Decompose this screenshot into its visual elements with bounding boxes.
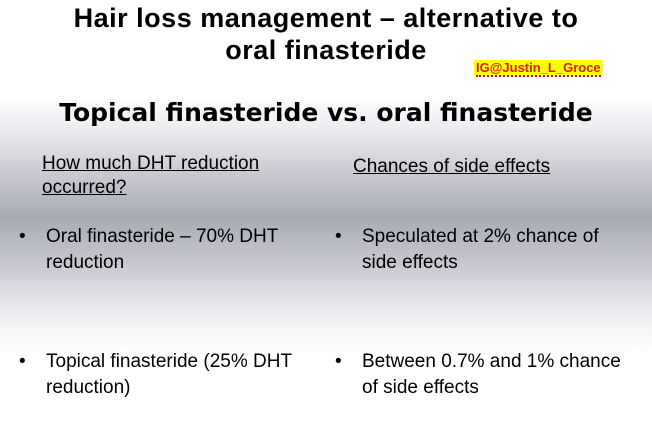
left-column-header: How much DHT reduction occurred? [42,153,260,198]
bullet-item-oral-dht: • Oral finasteride – 70% DHT reduction [19,224,306,276]
bullet-item-topical-dht: • Topical finasteride (25% DHT reduction… [19,349,306,401]
title-line-2: oral finasteride [225,35,427,65]
slide-title: Hair loss management – alternative to or… [0,2,652,66]
bullet-dot-icon: • [19,226,26,247]
slide-subtitle: Topical finasteride vs. oral finasteride [59,98,593,127]
bullet-dot-icon: • [335,226,342,247]
bullet-dot-icon: • [19,351,26,372]
bullet-text: Speculated at 2% chance of side effects [362,226,599,273]
title-line-1: Hair loss management – alternative to [73,3,579,33]
bullet-dot-icon: • [335,351,342,372]
ig-handle-text: IG@Justin_L_Groce [476,60,601,77]
bullet-text: Topical finasteride (25% DHT reduction) [46,351,292,398]
bullet-item-oral-side-effects: • Speculated at 2% chance of side effect… [335,224,632,276]
instagram-handle-tag: IG@Justin_L_Groce [474,60,603,77]
bullet-text: Oral finasteride – 70% DHT reduction [46,226,278,273]
right-column-header: Chances of side effects [353,156,551,177]
bullet-item-topical-side-effects: • Between 0.7% and 1% chance of side eff… [335,349,632,401]
bullet-text: Between 0.7% and 1% chance of side effec… [362,351,621,398]
